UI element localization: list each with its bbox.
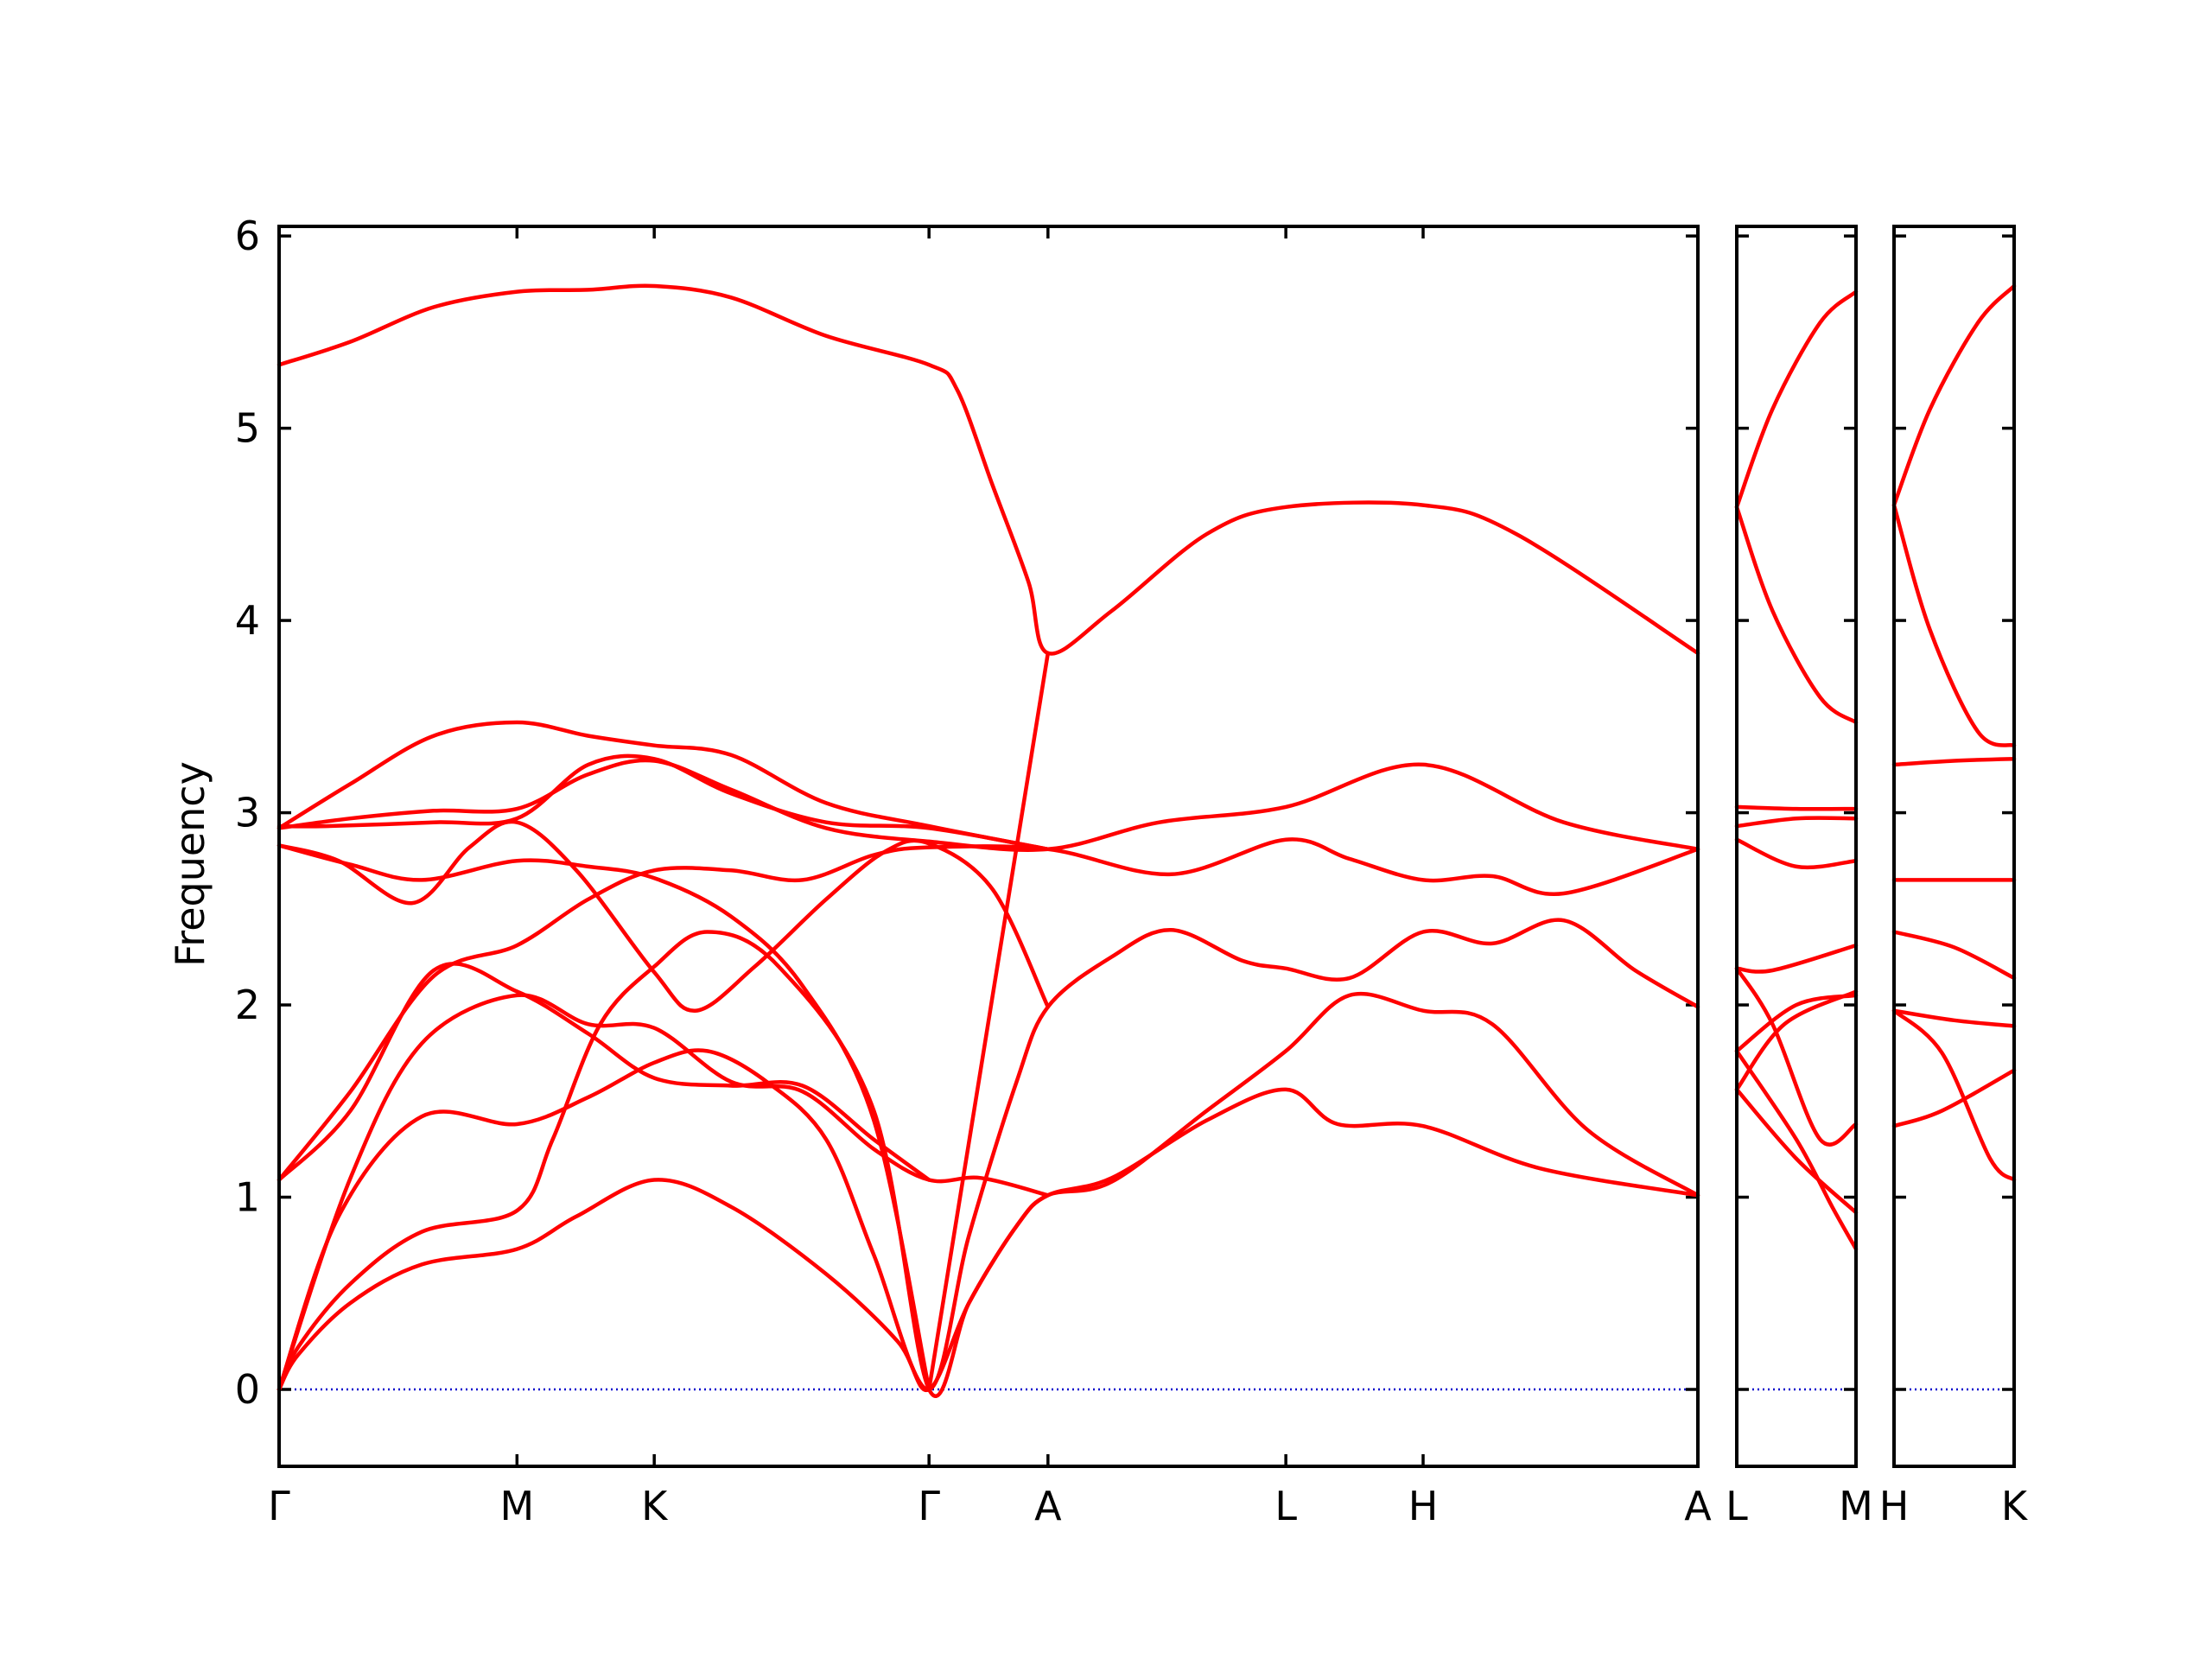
y-axis-label: Frequency <box>167 761 213 967</box>
x-tick-label: H <box>1879 1483 1910 1529</box>
y-tick-label: 3 <box>235 790 260 836</box>
band-line <box>276 837 1700 1182</box>
band-line <box>276 918 1700 1392</box>
x-tick-label: H <box>1408 1483 1439 1529</box>
x-tick-label: K <box>2001 1483 2029 1529</box>
band-line <box>276 962 931 1182</box>
band-line <box>926 651 1051 1392</box>
band-line <box>276 283 1700 656</box>
band-line <box>1734 1087 1859 1215</box>
x-tick-label: L <box>1726 1483 1748 1529</box>
band-line <box>276 758 1700 852</box>
y-tick-label: 0 <box>235 1366 260 1413</box>
panel-main: 0 1 2 3 4 5 6 Γ M K Γ A L H A <box>235 213 1713 1529</box>
band-line <box>1891 757 2017 767</box>
band-line <box>1734 989 1859 1092</box>
x-tick-label: K <box>641 1483 669 1529</box>
band-line <box>1734 505 1859 725</box>
band-line <box>1891 930 2017 981</box>
x-tick-label: M <box>1839 1483 1873 1529</box>
panel-frame <box>1735 225 1858 1468</box>
band-line <box>1891 283 2017 507</box>
band-line <box>1734 804 1859 811</box>
band-line <box>276 819 1051 1013</box>
band-line <box>1891 1008 2017 1182</box>
x-tick-label: M <box>499 1483 534 1529</box>
band-line <box>276 1087 1700 1393</box>
band-line <box>1734 837 1859 870</box>
band-line <box>1734 943 1859 974</box>
y-tick-label: 4 <box>235 597 260 644</box>
band-line <box>1734 289 1859 510</box>
y-tick-label: 6 <box>235 213 260 259</box>
band-line <box>276 720 1051 852</box>
band-line <box>1891 1068 2017 1128</box>
y-tick-label: 5 <box>235 405 260 452</box>
y-tick-label: 2 <box>235 982 260 1028</box>
band-line <box>276 993 1051 1392</box>
x-tick-label: A <box>1034 1483 1062 1529</box>
x-tick-label: Γ <box>268 1483 290 1529</box>
band-line <box>1891 503 2017 747</box>
band-line <box>1891 1008 2017 1028</box>
x-tick-label: L <box>1274 1483 1297 1529</box>
y-tick-label: 1 <box>235 1174 260 1221</box>
band-line <box>276 843 931 1392</box>
band-line <box>1734 966 1859 1147</box>
band-line <box>1734 1049 1859 1251</box>
band-line <box>1734 993 1859 1053</box>
band-line <box>276 753 1051 852</box>
x-tick-label: Γ <box>918 1483 940 1529</box>
panel-frame <box>277 225 1700 1468</box>
panel-frame <box>1892 225 2016 1468</box>
band-line <box>1734 816 1859 829</box>
x-tick-label: A <box>1684 1483 1712 1529</box>
